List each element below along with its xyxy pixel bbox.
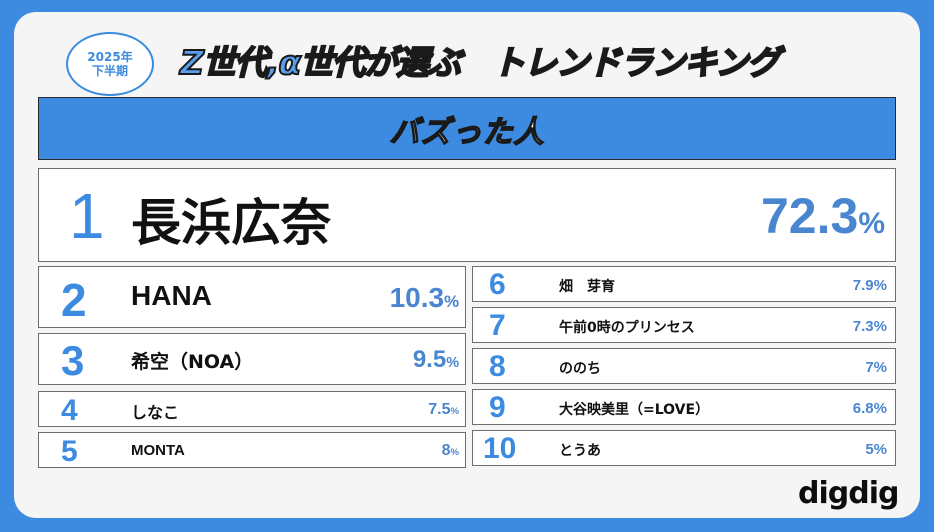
rank-number: 9 [489,391,506,424]
ranking-row-4: 4 しなこ 7.5% [38,391,466,427]
ranking-name: 希空（NOA） [131,351,254,373]
ranking-row-7: 7 午前0時のプリンセス 7.3% [472,307,896,343]
ranking-name: 長浜広奈 [131,194,331,252]
rank-number: 4 [61,394,78,427]
ranking-row-6: 6 畑 芽育 7.9% [472,266,896,302]
rank-number: 8 [489,350,506,383]
ranking-percent: 9.5% [412,346,459,373]
ranking-row-10: 10 とうあ 5% [472,430,896,466]
ranking-row-3: 3 希空（NOA） 9.5% [38,333,466,385]
ranking-percent: 6.8% [852,400,887,417]
ranking-percent: 10.3% [389,282,459,313]
rank-number: 10 [483,432,517,465]
rank-number: 7 [489,309,506,342]
badge-period: 下半期 [91,64,128,78]
ranking-name: しなこ [131,403,180,422]
ranking-percent: 5% [865,441,887,458]
ranking-row-2: 2 HANA 10.3% [38,266,466,328]
page-title: Z世代,α世代が選ぶ トレンドランキング [179,42,781,83]
ranking-name: 畑 芽育 [559,279,615,295]
rank-number: 3 [61,337,85,384]
ranking-row-5: 5 MONTA 8% [38,432,466,468]
rank-number: 1 [69,180,105,252]
brand-logo: digdig [798,476,899,511]
ranking-name: 大谷映美里（=LOVE） [559,402,710,418]
period-badge: 2025年 下半期 [66,32,154,96]
ranking-percent: 7.3% [852,318,887,335]
ranking-name: HANA [131,280,212,311]
rank-number: 2 [61,274,87,326]
rank-number: 6 [489,268,506,301]
ranking-percent: 7.9% [852,277,887,294]
rank-number: 5 [61,435,78,468]
badge-year: 2025年 [87,50,133,64]
ranking-percent: 72.3% [760,188,885,244]
ranking-name: MONTA [131,442,185,459]
ranking-row-9: 9 大谷映美里（=LOVE） 6.8% [472,389,896,425]
ranking-percent: 8% [441,442,459,459]
ranking-name: 午前0時のプリンセス [559,320,695,336]
category-title: バズった人 [389,114,545,151]
ranking-percent: 7% [865,359,887,376]
ranking-row-8: 8 ののち 7% [472,348,896,384]
ranking-name: ののち [559,361,601,377]
ranking-row-1: 1 長浜広奈 72.3% [38,168,896,262]
category-banner: バズった人 [38,97,896,160]
ranking-name: とうあ [559,443,601,459]
ranking-percent: 7.5% [428,401,459,418]
